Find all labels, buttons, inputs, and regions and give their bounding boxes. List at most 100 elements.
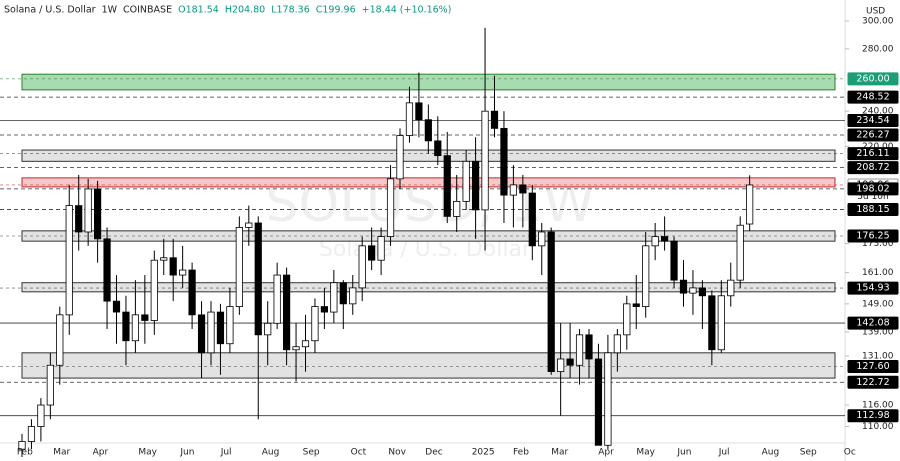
x-tick-label: Sep [303,448,320,458]
level-label: 216.11 [856,148,889,159]
candle-up [150,259,158,321]
level-label-bg [847,203,899,217]
candle-up [27,426,36,442]
candle-down [122,311,130,342]
level-label: 127.60 [856,361,889,372]
level-label-bg [847,281,899,295]
candle-up [330,282,338,313]
candle-up [623,303,631,336]
candle-up [84,188,92,233]
y-tick-label: 161.00 [862,268,894,278]
x-tick-label: Oc [844,448,856,458]
y-tick-label: 300.00 [862,17,894,27]
level-label-bg [847,360,899,374]
header-ohlc: H204.80 [225,5,265,16]
candle-up [358,245,366,289]
x-tick-label: Apr [598,448,614,458]
candle-up [386,178,395,237]
candle-down [112,300,121,313]
level-label: 198.02 [856,183,889,194]
x-tick-label: Oct [351,448,367,458]
level-label: 176.25 [856,230,889,241]
plot [0,27,845,458]
candle-down [566,358,574,366]
candle-down [670,240,678,281]
candle-up [160,257,168,261]
currency: USD [866,7,885,17]
x-tick-label: Jul [220,448,232,458]
x-tick-label: 2025 [472,448,495,458]
candle-up [405,102,414,136]
candle-up [292,346,300,351]
x-tick-label: Nov [388,448,406,458]
candle-down [585,334,593,360]
candle-up [46,364,54,406]
level-label-bg [847,375,899,389]
candle-up [377,236,385,261]
candle-down [661,236,669,242]
candle-up [481,110,489,211]
candle-up [727,279,735,297]
candle-up [509,184,518,196]
level-label-bg [847,128,899,142]
level-label-bg [847,90,899,104]
candle-up [245,222,253,228]
candle-up [557,358,565,373]
x-tick-label: Aug [762,448,780,458]
candle-down [282,274,291,351]
candle-down [434,140,442,157]
candle-down [188,269,196,316]
candle-up [311,306,319,342]
level-label-bg [847,72,899,86]
candle-down [698,287,707,297]
x-tick-label: Mar [53,448,70,458]
x-tick-label: Dec [425,448,442,458]
x-tick-label: Aug [262,448,280,458]
candle-up [746,184,754,225]
level-label-bg [847,409,899,423]
level-label: 248.52 [856,92,889,103]
candle-down [339,282,347,305]
candle-up [264,322,272,336]
candle-up [207,311,215,354]
x-tick-label: Feb [17,448,33,458]
x-tick-label: Apr [93,448,109,458]
candle-down [197,314,206,354]
x-tick-label: Jun [676,448,691,458]
candle-down [75,205,83,233]
candle-down [216,311,225,345]
candle-down [500,127,508,196]
y-tick-label: 149.00 [862,299,894,309]
candle-down [424,119,432,142]
zone [21,177,836,188]
candle-down [103,238,111,302]
x-tick-label: May [636,448,655,458]
x-tick-label: Jul [718,448,730,458]
level-label: 260.00 [856,73,889,84]
level-label: 226.27 [856,129,889,140]
candle-down [632,303,640,307]
candle-up [736,224,744,281]
level-label-bg [847,161,899,175]
y-tick-label: 139.00 [862,327,894,337]
candle-up [717,295,725,351]
level-label: 208.72 [856,162,889,173]
candle-down [141,314,149,321]
level-label: 188.15 [856,204,889,215]
level-label: 154.93 [856,283,889,294]
candle-up [37,404,45,427]
candle-up [689,287,697,294]
zone [21,282,836,293]
y-tick-label: 220.00 [862,142,894,152]
candle-up [301,340,310,348]
candle-up [349,287,357,305]
level-label-bg [847,113,899,127]
y-tick-label: 110.00 [862,422,894,432]
x-tick-label: Jun [179,448,194,458]
level-label-bg [847,316,899,330]
header-ohlc: O181.54 [178,5,219,16]
candle-down [443,155,451,217]
x-tick-label: Sep [800,448,817,458]
level-label-bg [847,147,899,161]
y-tick-label: 173.00 [862,239,894,249]
